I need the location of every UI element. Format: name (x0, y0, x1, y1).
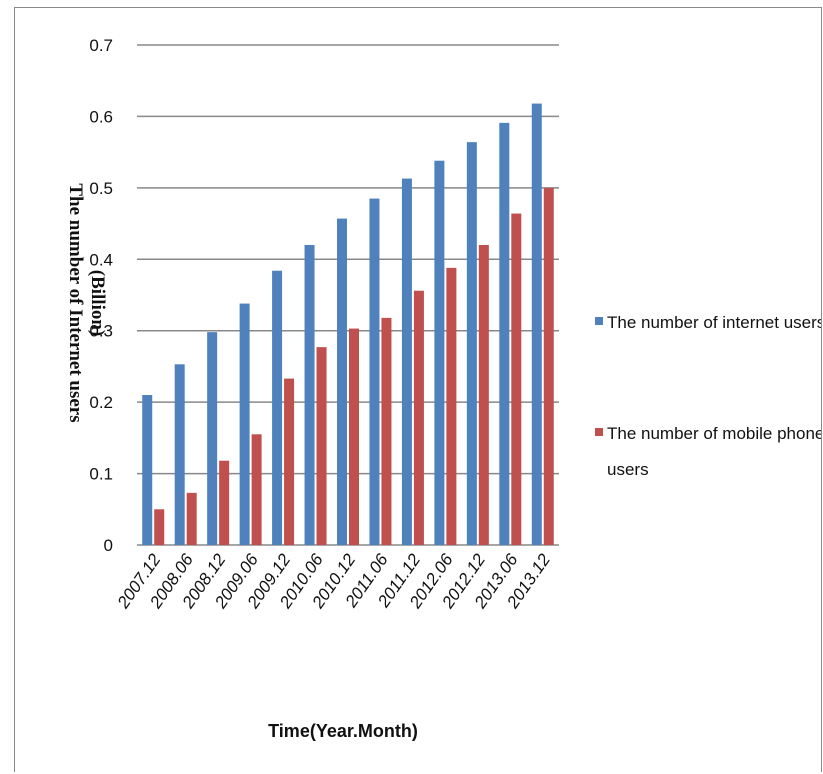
bar-mobile-users (154, 509, 165, 545)
x-axis-label: Time(Year.Month) (268, 721, 418, 741)
chart-frame: 0 0.1 0.2 0.3 0.4 0.5 0.6 0.7 2007.12 2008.06 200… (14, 7, 822, 772)
bar-internet-users (272, 270, 283, 545)
bar-chart: 0 0.1 0.2 0.3 0.4 0.5 0.6 0.7 2007.122008.06200… (65, 36, 821, 741)
bar-internet-users (142, 395, 153, 545)
bar-mobile-users (251, 434, 262, 545)
y-tick-label: 0.6 (89, 107, 113, 126)
bar-internet-users (207, 332, 218, 545)
bar-mobile-users (446, 267, 457, 545)
y-tick-labels: 0 0.1 0.2 0.3 0.4 0.5 0.6 0.7 (89, 36, 113, 555)
bar-internet-users (499, 122, 510, 545)
bar-mobile-users (478, 245, 489, 545)
bar-mobile-users (219, 460, 230, 545)
y-axis-label-line1: (Billion) (87, 270, 108, 337)
bar-internet-users (369, 198, 380, 546)
legend-label-mobile-line1: The number of mobile phone (607, 424, 821, 443)
bar-mobile-users (186, 492, 197, 545)
bar-internet-users (304, 245, 315, 545)
bar-mobile-users (413, 290, 424, 545)
legend-swatch-internet (595, 317, 603, 325)
bar-mobile-users (543, 187, 554, 545)
y-axis-label: (Billion) The number of Internet users (65, 183, 108, 422)
gridlines (137, 44, 559, 546)
bar-internet-users (337, 218, 347, 546)
bar-mobile-users (511, 213, 522, 546)
y-tick-label: 0.1 (89, 465, 113, 484)
bar-internet-users (174, 364, 185, 545)
legend-label-internet: The number of internet users (607, 313, 821, 332)
bar-internet-users (239, 303, 250, 545)
y-tick-label: 0.3 (89, 322, 113, 341)
bar-internet-users (466, 142, 477, 545)
legend-label-mobile-line2: users (607, 460, 649, 479)
bars (142, 103, 554, 546)
bar-mobile-users (381, 317, 392, 545)
bar-internet-users (434, 160, 445, 545)
legend-swatch-mobile (595, 428, 603, 436)
bar-mobile-users (349, 328, 359, 545)
bar-internet-users (531, 103, 542, 546)
y-tick-label: 0.5 (89, 179, 113, 198)
bar-mobile-users (316, 347, 327, 545)
y-axis-label-line2: The number of Internet users (65, 183, 86, 422)
y-tick-label: 0 (104, 536, 113, 555)
legend: The number of internet users The number … (595, 313, 821, 479)
x-tick-labels: 2007.122008.062008.122009.062009.122010.… (113, 550, 554, 613)
y-tick-label: 0.2 (89, 393, 113, 412)
bar-mobile-users (284, 378, 295, 545)
y-tick-label: 0.4 (89, 250, 113, 269)
bar-internet-users (401, 178, 412, 546)
y-tick-label: 0.7 (89, 36, 113, 55)
